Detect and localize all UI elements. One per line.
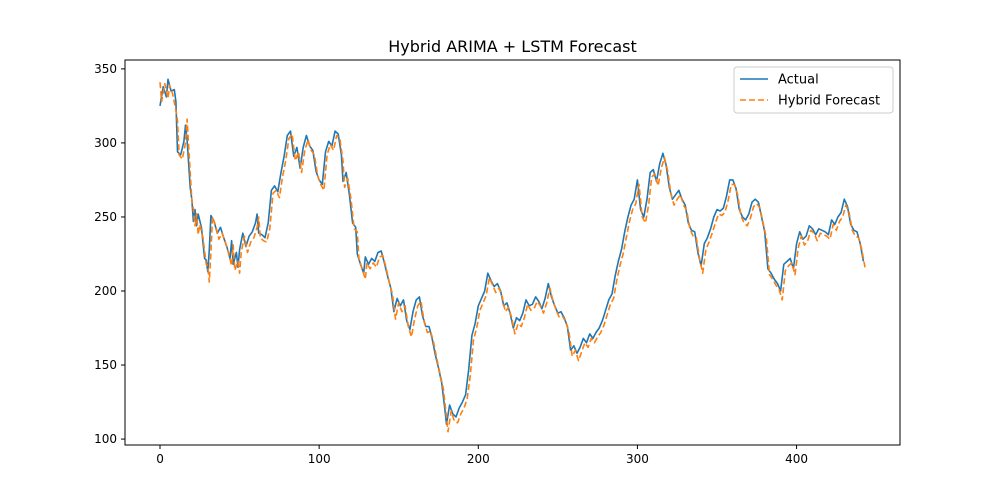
x-tick-label: 400 (785, 452, 808, 466)
y-tick-label: 350 (94, 62, 117, 76)
x-tick-label: 100 (308, 452, 331, 466)
legend-label-hybrid-forecast: Hybrid Forecast (778, 94, 880, 109)
axes-frame (124, 59, 901, 446)
legend-label-actual: Actual (778, 73, 819, 88)
series-line-hybrid-forecast (159, 82, 866, 433)
x-tick-label: 300 (626, 452, 649, 466)
y-tick-label: 300 (94, 136, 117, 150)
y-tick-label: 150 (94, 358, 117, 372)
y-tick-label: 100 (94, 432, 117, 446)
plot-area: 0 100 200 300 400 100 150 200 250 300 350 (94, 59, 901, 466)
legend: Actual Hybrid Forecast (733, 66, 894, 114)
y-tick-label: 200 (94, 284, 117, 298)
y-tick-label: 250 (94, 210, 117, 224)
x-tick-label: 0 (156, 452, 164, 466)
chart-title: Hybrid ARIMA + LSTM Forecast (388, 37, 636, 56)
x-tick-label: 200 (467, 452, 490, 466)
legend-box (733, 66, 894, 114)
